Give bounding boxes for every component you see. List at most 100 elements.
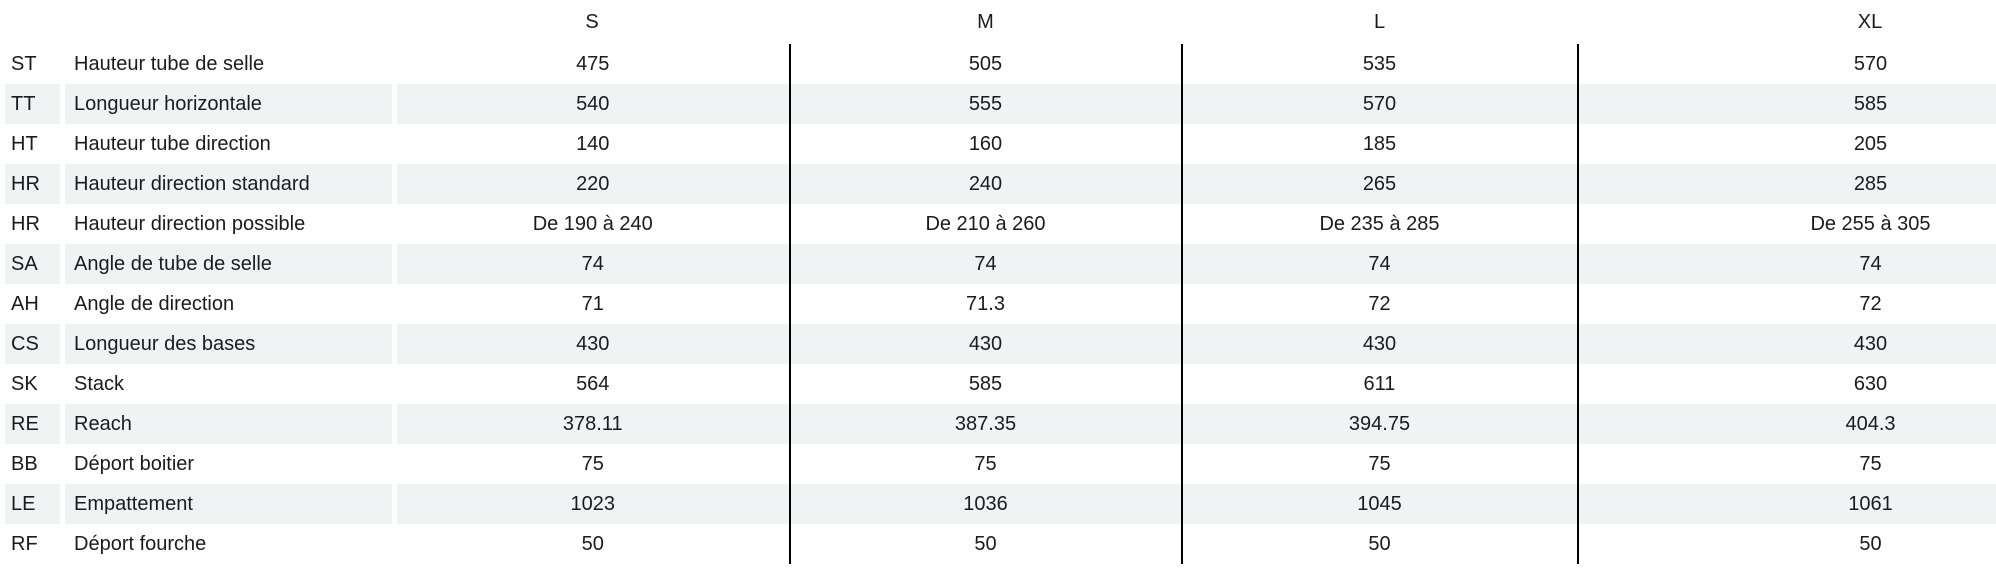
cell-value-m: 555 — [788, 84, 1182, 124]
table-row: CS Longueur des bases 430 430 430 430 — [0, 324, 1996, 364]
cell-value-xl: 205 — [1576, 124, 1996, 164]
table-row: HR Hauteur direction standard 220 240 26… — [0, 164, 1996, 204]
measure-code: HR — [0, 164, 65, 204]
cell-value-m: 430 — [788, 324, 1182, 364]
cell-value-l: 430 — [1180, 324, 1578, 364]
measure-label: Hauteur direction standard — [62, 164, 397, 204]
cell-value-m: 50 — [788, 524, 1182, 564]
geometry-table-body: ST Hauteur tube de selle 475 505 535 570… — [0, 44, 1996, 564]
cell-value-xl: 585 — [1576, 84, 1996, 124]
cell-value-s: 475 — [576, 52, 610, 75]
cell-value-xl: 50 — [1576, 524, 1996, 564]
measure-label: Stack — [62, 364, 397, 404]
cell-value-s: 540 — [576, 92, 610, 115]
measure-code: RE — [0, 404, 65, 444]
cell-value-l: 185 — [1180, 124, 1578, 164]
cell-value-s: 430 — [576, 332, 610, 355]
table-row: HT Hauteur tube direction 140 160 185 20… — [0, 124, 1996, 164]
measure-label: Déport fourche — [62, 524, 397, 564]
label-column-header — [62, 0, 395, 44]
size-column-header-xl: XL — [1577, 0, 1996, 44]
table-row: TT Longueur horizontale 540 555 570 585 — [0, 84, 1996, 124]
table-row: AH Angle de direction 71 71.3 72 72 — [0, 284, 1996, 324]
measure-label: Longueur des bases — [62, 324, 397, 364]
cell-value-m: 75 — [788, 444, 1182, 484]
geometry-table-header: S M L XL — [2, 0, 1996, 44]
cell-value-xl: De 255 à 305 — [1576, 204, 1996, 244]
measure-label: Hauteur direction possible — [62, 204, 397, 244]
cell-value-m: De 210 à 260 — [788, 204, 1182, 244]
cell-value-l: 75 — [1180, 444, 1578, 484]
measure-code: HR — [0, 204, 65, 244]
cell-value-xl: 285 — [1576, 164, 1996, 204]
size-column-header-m: M — [789, 0, 1182, 44]
table-row: RF Déport fourche 50 50 50 50 — [0, 524, 1996, 564]
cell-value-m: 387.35 — [788, 404, 1182, 444]
cell-value-xl: 630 — [1576, 364, 1996, 404]
code-column-header — [2, 0, 63, 44]
cell-value-xl: 75 — [1576, 444, 1996, 484]
cell-value-m: 160 — [788, 124, 1182, 164]
table-row: SK Stack 564 585 611 630 — [0, 364, 1996, 404]
cell-value-xl: 404.3 — [1576, 404, 1996, 444]
measure-code: RF — [0, 524, 65, 564]
table-row: HR Hauteur direction possible De 190 à 2… — [0, 204, 1996, 244]
cell-value-m: 505 — [788, 44, 1182, 84]
measure-label: Déport boitier — [62, 444, 397, 484]
cell-value-m: 74 — [788, 244, 1182, 284]
geometry-table: S M L XL ST Hauteur tube de selle 475 50… — [0, 0, 1996, 564]
header-row: S M L XL — [2, 0, 1996, 44]
measure-label: Hauteur tube direction — [62, 124, 397, 164]
measure-code: SA — [0, 244, 65, 284]
cell-value-xl: 1061 — [1576, 484, 1996, 524]
measure-label: Hauteur tube de selle — [62, 44, 397, 84]
cell-value-s: 220 — [576, 172, 610, 195]
cell-value-l: 570 — [1180, 84, 1578, 124]
cell-value-s: 1023 — [570, 492, 616, 515]
cell-value-s: 75 — [581, 452, 604, 475]
measure-code: BB — [0, 444, 65, 484]
cell-value-xl: 72 — [1576, 284, 1996, 324]
cell-value-m: 240 — [788, 164, 1182, 204]
cell-value-s: 378.11 — [562, 412, 623, 435]
table-row: BB Déport boitier 75 75 75 75 — [0, 444, 1996, 484]
cell-value-l: 50 — [1180, 524, 1578, 564]
cell-value-xl: 430 — [1576, 324, 1996, 364]
size-column-header-l: L — [1181, 0, 1578, 44]
table-row: ST Hauteur tube de selle 475 505 535 570 — [0, 44, 1996, 84]
measure-code: HT — [0, 124, 65, 164]
measure-code: CS — [0, 324, 65, 364]
measure-label: Angle de tube de selle — [62, 244, 397, 284]
cell-value-m: 71.3 — [788, 284, 1182, 324]
measure-code: TT — [0, 84, 65, 124]
cell-value-l: 265 — [1180, 164, 1578, 204]
cell-value-xl: 74 — [1576, 244, 1996, 284]
cell-value-l: 611 — [1180, 364, 1578, 404]
cell-value-l: 74 — [1180, 244, 1578, 284]
table-row: LE Empattement 1023 1036 1045 1061 — [0, 484, 1996, 524]
cell-value-m: 1036 — [788, 484, 1182, 524]
measure-label: Reach — [62, 404, 397, 444]
cell-value-l: 72 — [1180, 284, 1578, 324]
measure-code: ST — [0, 44, 65, 84]
cell-value-s: De 190 à 240 — [532, 212, 653, 235]
cell-value-s: 74 — [581, 252, 604, 275]
measure-label: Empattement — [62, 484, 397, 524]
cell-value-l: De 235 à 285 — [1180, 204, 1578, 244]
cell-value-s: 50 — [581, 532, 604, 555]
cell-value-s: 140 — [576, 132, 610, 155]
cell-value-xl: 570 — [1576, 44, 1996, 84]
cell-value-l: 535 — [1180, 44, 1578, 84]
measure-label: Angle de direction — [62, 284, 397, 324]
measure-code: LE — [0, 484, 65, 524]
table-row: RE Reach 378.11 387.35 394.75 404.3 — [0, 404, 1996, 444]
measure-code: AH — [0, 284, 65, 324]
table-row: SA Angle de tube de selle 74 74 74 74 — [0, 244, 1996, 284]
size-column-header-s: S — [394, 0, 790, 44]
cell-value-m: 585 — [788, 364, 1182, 404]
cell-value-s: 564 — [576, 372, 610, 395]
cell-value-l: 1045 — [1180, 484, 1578, 524]
cell-value-l: 394.75 — [1180, 404, 1578, 444]
measure-label: Longueur horizontale — [62, 84, 397, 124]
